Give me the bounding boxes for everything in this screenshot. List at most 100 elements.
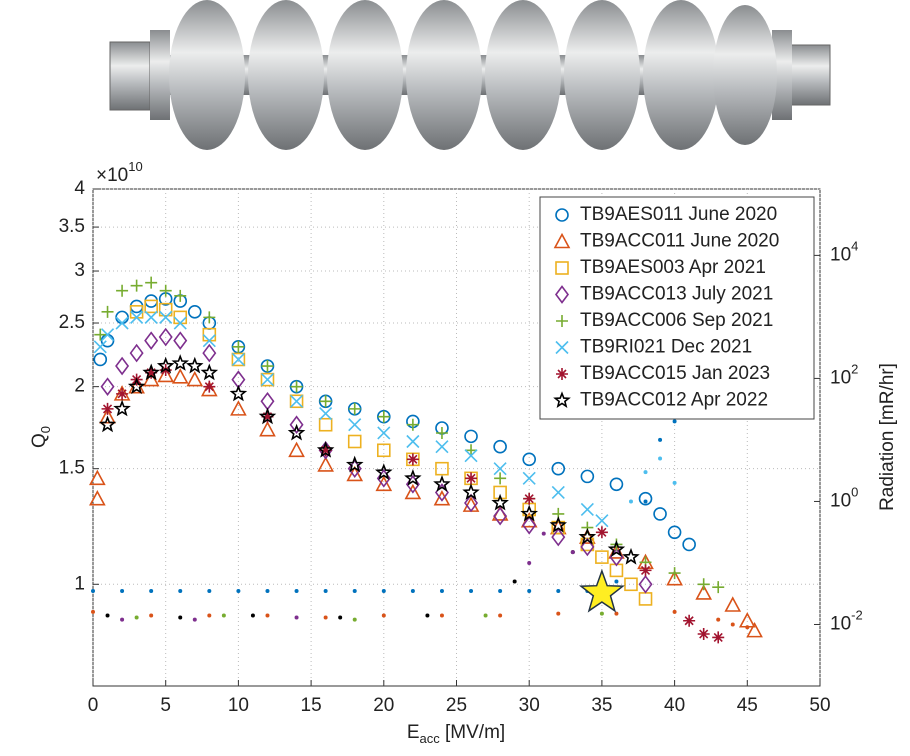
point <box>203 380 216 393</box>
point <box>115 316 129 330</box>
point <box>551 485 565 500</box>
radiation-point <box>236 589 241 594</box>
point <box>555 261 569 275</box>
point <box>317 456 334 472</box>
point <box>173 310 188 325</box>
point <box>551 520 566 535</box>
point <box>520 504 539 522</box>
radiation-point <box>352 617 357 622</box>
point <box>595 514 609 528</box>
point <box>406 453 419 466</box>
radiation-point <box>483 613 488 618</box>
point <box>89 490 106 506</box>
radiation-point <box>294 589 299 594</box>
point <box>289 394 304 408</box>
y-tick-label: 4 <box>74 178 85 199</box>
point <box>494 472 507 485</box>
point <box>493 485 507 500</box>
point <box>377 410 390 423</box>
point <box>173 331 188 350</box>
radiation-point <box>628 499 633 504</box>
point <box>200 380 218 397</box>
y-tick-label: 1.5 <box>59 458 85 479</box>
legend-label: TB9ACC015 Jan 2023 <box>580 363 770 384</box>
point <box>522 452 537 467</box>
y-tick-label: 2.5 <box>59 312 85 333</box>
point <box>259 420 276 437</box>
point <box>171 368 189 384</box>
radiation-point <box>570 550 575 555</box>
point <box>683 614 696 627</box>
radiation-point <box>294 615 299 620</box>
point <box>318 417 333 432</box>
point <box>556 368 568 380</box>
y-tick-label: 1 <box>74 573 85 594</box>
legend-label: TB9ACC006 Sep 2021 <box>580 310 773 331</box>
point <box>578 527 597 545</box>
point <box>316 441 335 458</box>
radiation-point <box>556 611 561 616</box>
highlight-star <box>578 568 625 613</box>
point <box>129 343 144 363</box>
point <box>551 461 566 476</box>
point <box>609 477 624 492</box>
point <box>549 516 567 533</box>
y2-tick-label: 104 <box>830 239 858 266</box>
point <box>130 310 144 324</box>
point <box>232 340 245 353</box>
point <box>638 592 653 606</box>
point <box>595 550 609 564</box>
point <box>261 360 274 373</box>
point <box>229 384 248 402</box>
x-tick-label: 30 <box>519 695 540 716</box>
radiation-point <box>149 613 154 618</box>
point <box>202 343 217 363</box>
point <box>653 507 667 521</box>
point <box>523 492 536 505</box>
point <box>595 526 608 539</box>
point <box>404 469 422 486</box>
x-tick-label: 35 <box>591 695 612 716</box>
radiation-point <box>338 615 343 620</box>
radiation-point <box>178 615 183 620</box>
point <box>101 402 114 415</box>
point <box>580 469 595 484</box>
x-tick-label: 45 <box>737 695 758 716</box>
point <box>142 370 160 387</box>
legend-label: TB9ACC012 Apr 2022 <box>580 390 768 411</box>
point <box>130 279 143 292</box>
point <box>555 208 569 222</box>
point <box>260 391 275 411</box>
radiation-point <box>221 613 226 618</box>
legend-label: TB9RI021 Dec 2021 <box>580 337 752 358</box>
legend-label: TB9AES003 Apr 2021 <box>580 257 766 278</box>
point <box>724 596 742 612</box>
radiation-point <box>658 456 663 461</box>
point <box>462 483 480 500</box>
point <box>113 399 131 417</box>
point <box>260 373 275 387</box>
point <box>319 406 333 421</box>
point <box>348 402 361 415</box>
radiation-point <box>658 437 663 442</box>
radiation-point <box>730 622 735 627</box>
point <box>580 537 595 557</box>
point <box>697 578 710 591</box>
point <box>376 443 391 458</box>
radiation-point <box>599 611 604 616</box>
point <box>667 525 682 540</box>
point <box>346 465 364 482</box>
point <box>464 449 478 463</box>
point <box>289 415 304 435</box>
point <box>173 316 187 330</box>
point <box>406 418 419 431</box>
radiation-point <box>323 589 328 594</box>
point <box>522 515 537 535</box>
point <box>144 331 159 350</box>
radiation-point <box>381 613 386 618</box>
radiation-point <box>614 579 619 584</box>
point <box>493 462 507 476</box>
point <box>404 483 422 500</box>
y-tick-label: 2 <box>74 376 85 397</box>
